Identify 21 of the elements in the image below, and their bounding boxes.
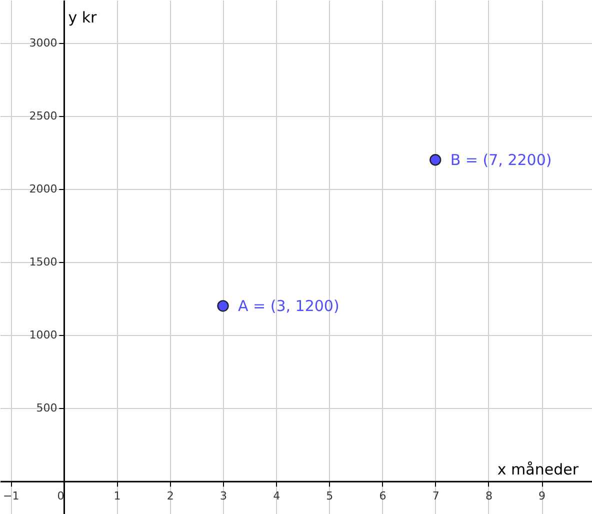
x-tick-label: 0 <box>57 490 64 503</box>
annotation: B = (7, 2200) <box>450 150 552 169</box>
x-tick-label: 3 <box>220 490 227 503</box>
x-tick-label: −1 <box>3 490 20 503</box>
x-tick-label: 5 <box>326 490 334 503</box>
x-tick-label: 9 <box>538 490 546 503</box>
annotation: A = (3, 1200) <box>238 296 340 315</box>
x-tick-label: 8 <box>485 490 492 503</box>
x-tick-label: 1 <box>114 490 121 503</box>
y-tick-label: 1000 <box>29 328 58 342</box>
y-tick-label: 2500 <box>29 110 58 123</box>
x-tick-label: 4 <box>273 490 280 503</box>
x-tick-label: 2 <box>166 490 174 503</box>
y-tick-label: 500 <box>36 402 58 415</box>
x-axis-title: x måneder <box>497 460 580 479</box>
x-tick-label: 6 <box>379 490 386 503</box>
y-tick-label: 3000 <box>29 36 58 50</box>
y-tick-label: 2000 <box>29 182 58 196</box>
y-axis-title: y kr <box>68 8 98 26</box>
x-tick-label: 7 <box>432 490 440 503</box>
y-tick-label: 1500 <box>29 256 58 269</box>
